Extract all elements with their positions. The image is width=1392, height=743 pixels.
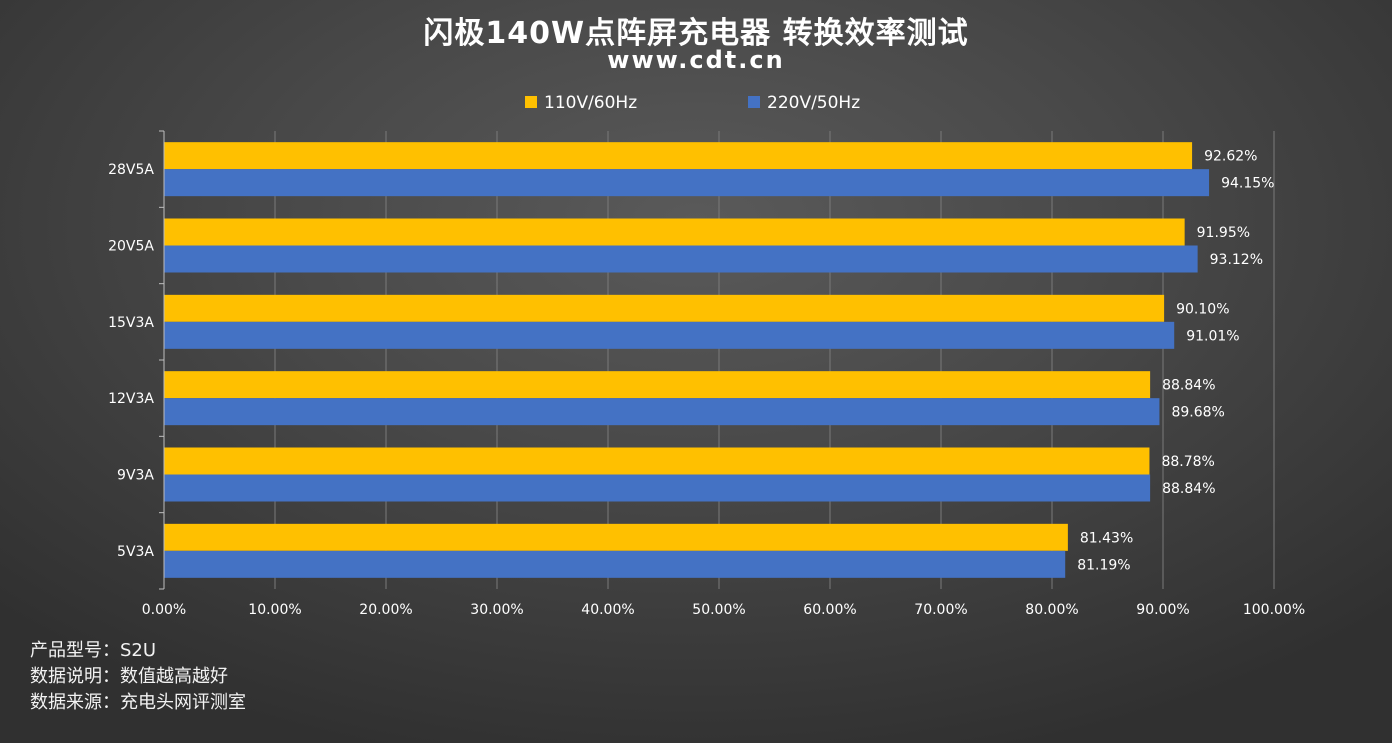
data-label: 92.62% [1204, 149, 1257, 165]
data-label: 81.43% [1080, 530, 1133, 546]
category-label: 5V3A [117, 544, 154, 560]
bar [164, 371, 1151, 399]
x-tick-label: 30.00% [470, 602, 523, 618]
data-label: 91.95% [1197, 225, 1250, 241]
category-label: 28V5A [108, 162, 154, 178]
bar [164, 218, 1185, 246]
bar [164, 142, 1193, 170]
data-label: 88.78% [1161, 454, 1214, 470]
bar [164, 321, 1175, 349]
x-tick-label: 20.00% [359, 602, 412, 618]
x-tick-label: 80.00% [1025, 602, 1078, 618]
data-label: 81.19% [1077, 557, 1130, 573]
note-description: 数据说明：数值越高越好 [30, 666, 228, 687]
axes: 0.00% 10.00% 20.00% 30.00% 40.00% 50.00% 60.00… [108, 130, 1305, 618]
data-label: 88.84% [1162, 378, 1215, 394]
data-label: 91.01% [1186, 328, 1239, 344]
x-tick-label: 90.00% [1136, 602, 1189, 618]
x-tick-label: 10.00% [248, 602, 301, 618]
x-tick-label: 50.00% [692, 602, 745, 618]
bar [164, 245, 1198, 273]
bar [164, 398, 1160, 426]
gridlines [274, 131, 1275, 589]
category-label: 20V5A [108, 239, 154, 255]
data-label: 88.84% [1162, 481, 1215, 497]
footnotes: 产品型号：S2U 数据说明：数值越高越好 数据来源：充电头网评测室 [30, 638, 246, 716]
chart-title: 闪极140W点阵屏充电器 转换效率测试 [423, 16, 969, 51]
legend-swatch [748, 96, 760, 108]
data-label: 94.15% [1221, 176, 1274, 192]
chart-subtitle: www.cdt.cn [607, 46, 785, 74]
legend: 110V/60Hz 220V/50Hz [525, 93, 860, 113]
note-model: 产品型号：S2U [30, 640, 157, 661]
bars: 92.62% 94.15% 91.95% 93.12% 90.10% 91.01% 88.8… [164, 142, 1274, 578]
bar [164, 550, 1066, 578]
category-label: 15V3A [108, 315, 154, 331]
x-tick-label: 70.00% [914, 602, 967, 618]
data-label: 90.10% [1176, 301, 1229, 317]
bar [164, 294, 1165, 322]
bar [164, 169, 1210, 197]
data-label: 89.68% [1171, 405, 1224, 421]
bar [164, 447, 1150, 475]
legend-swatch [525, 96, 537, 108]
bar [164, 474, 1151, 502]
x-tick-label: 60.00% [803, 602, 856, 618]
legend-label: 110V/60Hz [544, 93, 637, 113]
x-tick-label: 100.00% [1243, 602, 1305, 618]
category-label: 12V3A [108, 391, 154, 407]
note-source: 数据来源：充电头网评测室 [30, 692, 246, 713]
bar [164, 523, 1068, 551]
x-tick-label: 40.00% [581, 602, 634, 618]
category-label: 9V3A [117, 468, 154, 484]
legend-label: 220V/50Hz [767, 93, 860, 113]
data-label: 93.12% [1210, 252, 1263, 268]
x-tick-label: 0.00% [142, 602, 186, 618]
